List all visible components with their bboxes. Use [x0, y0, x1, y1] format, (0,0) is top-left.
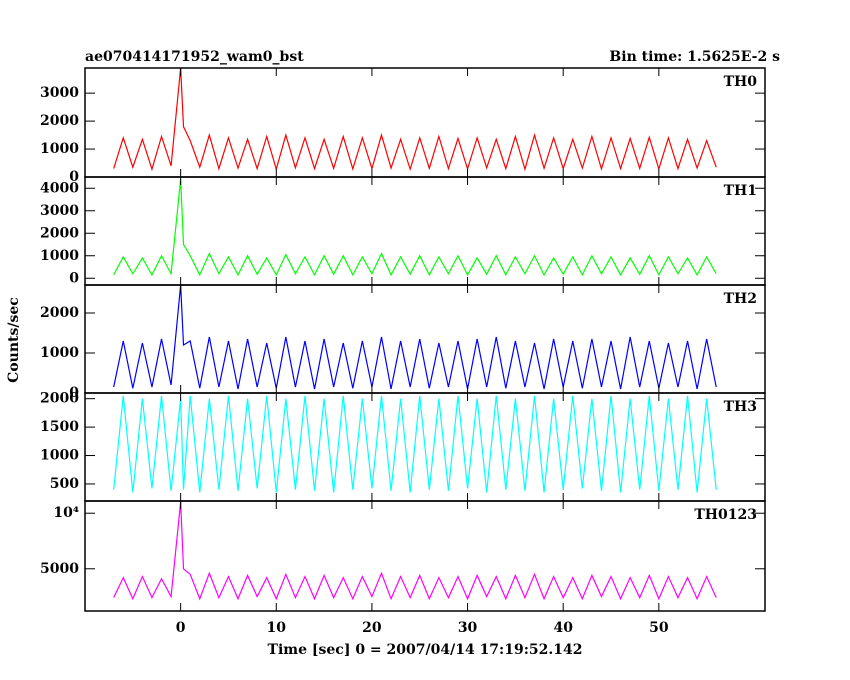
- y-tick-label: 5000: [40, 561, 79, 577]
- x-tick-label: 30: [458, 620, 478, 636]
- light-curve: [113, 502, 717, 601]
- y-tick-label: 500: [50, 476, 79, 492]
- panel-label: TH1: [724, 183, 757, 199]
- y-tick-label: 2000: [40, 391, 79, 407]
- light-curve: [113, 68, 717, 172]
- y-tick-label: 1000: [40, 248, 79, 264]
- panel-frame: [84, 176, 766, 286]
- x-tick-label: 20: [362, 620, 382, 636]
- panel-frame: [84, 500, 766, 612]
- light-curve: [113, 179, 717, 277]
- y-tick-label: 1500: [40, 419, 79, 435]
- chart-title: ae070414171952_wam0_bst: [85, 49, 304, 65]
- y-tick-label: 1000: [40, 141, 79, 157]
- panel-frame: [84, 67, 766, 178]
- bin-time: Bin time: 1.5625E-2 s: [609, 49, 780, 65]
- y-tick-label: 0: [69, 385, 79, 401]
- x-tick-label: 0: [176, 620, 186, 636]
- y-tick-label: 1000: [40, 448, 79, 464]
- x-tick-label: 10: [267, 620, 287, 636]
- y-tick-label: 2000: [40, 225, 79, 241]
- y-tick-label: 2000: [40, 305, 79, 321]
- y-tick-label: 10⁴: [53, 505, 79, 521]
- light-curve: [113, 285, 717, 390]
- x-tick-label: 50: [649, 620, 669, 636]
- light-curve: [113, 395, 717, 493]
- panel-label: TH0: [724, 74, 758, 90]
- x-tick-label: 40: [553, 620, 573, 636]
- y-tick-label: 1000: [40, 345, 79, 361]
- y-tick-label: 0: [69, 270, 79, 286]
- panel-label: TH2: [724, 291, 757, 307]
- panel-label: TH0123: [694, 507, 757, 523]
- y-axis-label: Counts/sec: [6, 297, 22, 383]
- x-axis-label: Time [sec] 0 = 2007/04/14 17:19:52.142: [268, 642, 583, 658]
- y-tick-label: 0: [69, 169, 79, 185]
- panel-frame: [84, 284, 766, 394]
- panel-label: TH3: [724, 399, 757, 415]
- y-tick-label: 3000: [40, 203, 79, 219]
- y-tick-label: 2000: [40, 113, 79, 129]
- y-tick-label: 4000: [40, 180, 79, 196]
- y-tick-label: 3000: [40, 85, 79, 101]
